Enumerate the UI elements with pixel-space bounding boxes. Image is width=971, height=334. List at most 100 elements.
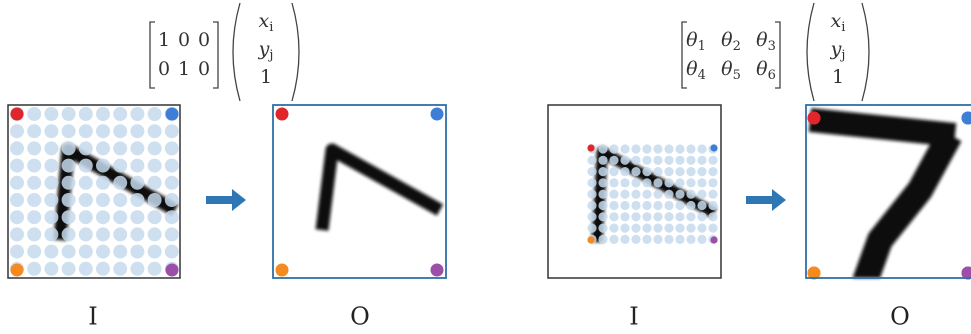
diagram: 100010xiyj1θ1θ2θ3θ4θ5θ6xiyj1IOIO (0, 0, 971, 334)
grid-dot (96, 245, 110, 259)
entry-subscript: i (269, 20, 273, 35)
grid-dot (165, 141, 179, 155)
grid-dot (609, 190, 618, 199)
output-digit (810, 120, 955, 290)
grid-dot (631, 144, 640, 153)
corner-dot (166, 108, 179, 121)
grid-dot (675, 167, 684, 176)
grid-dot (113, 245, 127, 259)
grid-dot (165, 124, 179, 138)
grid-dot (62, 245, 76, 259)
paren (807, 3, 814, 101)
corner-dot (808, 112, 821, 125)
grid-dot (686, 167, 695, 176)
grid-dot (148, 193, 162, 207)
grid-dot (708, 201, 717, 210)
grid-dot (27, 193, 41, 207)
grid-dot (675, 156, 684, 165)
grid-dot (79, 193, 93, 207)
grid-dot (10, 210, 24, 224)
grid-dot (113, 227, 127, 241)
grid-dot (653, 212, 662, 221)
grid-dot (598, 167, 607, 176)
corner-dot (276, 264, 289, 277)
grid-dot (631, 190, 640, 199)
matrix-entry: 0 (198, 58, 210, 80)
matrix-entry: 1 (158, 29, 170, 51)
grid-dot (653, 224, 662, 233)
grid-dot (130, 124, 144, 138)
grid-dot (62, 107, 76, 121)
grid-dot (653, 190, 662, 199)
matrix-entry: θ1 (686, 29, 706, 54)
grid-dot (148, 210, 162, 224)
grid-dot (708, 212, 717, 221)
grid-dot (675, 144, 684, 153)
grid-dot (609, 156, 618, 165)
corner-dot (431, 264, 444, 277)
grid-dot (642, 144, 651, 153)
grid-dot (165, 210, 179, 224)
grid-dot (62, 176, 76, 190)
grid-dot (631, 156, 640, 165)
matrix-entry: 0 (158, 58, 170, 80)
digit-images (60, 120, 955, 290)
grid-dot (653, 156, 662, 165)
grid-dot (27, 159, 41, 173)
entry-base: θ (756, 29, 768, 51)
grid-dot (96, 210, 110, 224)
grid-dot (686, 201, 695, 210)
grid-dot (62, 227, 76, 241)
grid-dot (44, 262, 58, 276)
grid-dot (620, 235, 629, 244)
grid-dot (79, 245, 93, 259)
grid-dot (96, 124, 110, 138)
grid-dot (44, 227, 58, 241)
grid-dot (113, 262, 127, 276)
grid-dot (10, 227, 24, 241)
grid-dot (130, 262, 144, 276)
panel-label: O (350, 303, 370, 331)
grid-dot (598, 178, 607, 187)
grid-dot (675, 178, 684, 187)
grid-dot (62, 262, 76, 276)
grid-dot (708, 224, 717, 233)
entry-base: y (830, 38, 842, 60)
grid-dot (642, 178, 651, 187)
matrix-entry: yj (258, 38, 274, 63)
grid-dot (686, 178, 695, 187)
grid-dot (44, 210, 58, 224)
grid-dot (79, 159, 93, 173)
grid-dot (79, 124, 93, 138)
corner-dot (431, 108, 444, 121)
paren (233, 3, 240, 101)
grid-dot (113, 159, 127, 173)
grid-dot (620, 167, 629, 176)
grid-dot (148, 262, 162, 276)
grid-dot (587, 178, 596, 187)
entry-base: x (259, 10, 270, 32)
grid-dot (675, 190, 684, 199)
grid-dot (10, 141, 24, 155)
grid-dot (10, 124, 24, 138)
arrow (206, 189, 246, 211)
grid-dot (44, 193, 58, 207)
entry-base: θ (686, 29, 698, 51)
grid-dot (653, 201, 662, 210)
grid-dot (664, 201, 673, 210)
grid-dot (664, 235, 673, 244)
matrix-entry: 0 (198, 29, 210, 51)
grid-dot (686, 144, 695, 153)
grid-dot (44, 124, 58, 138)
grid-dot (598, 144, 607, 153)
entry-base: θ (756, 58, 768, 80)
output-digit (322, 150, 440, 230)
grid-dot (642, 212, 651, 221)
entry-subscript: i (841, 20, 845, 35)
grid-dot (664, 144, 673, 153)
matrix-entry: 1 (260, 66, 272, 88)
grid-dot (27, 245, 41, 259)
grid-dot (686, 190, 695, 199)
entry-subscript: 4 (698, 68, 706, 83)
grid-dot (697, 190, 706, 199)
